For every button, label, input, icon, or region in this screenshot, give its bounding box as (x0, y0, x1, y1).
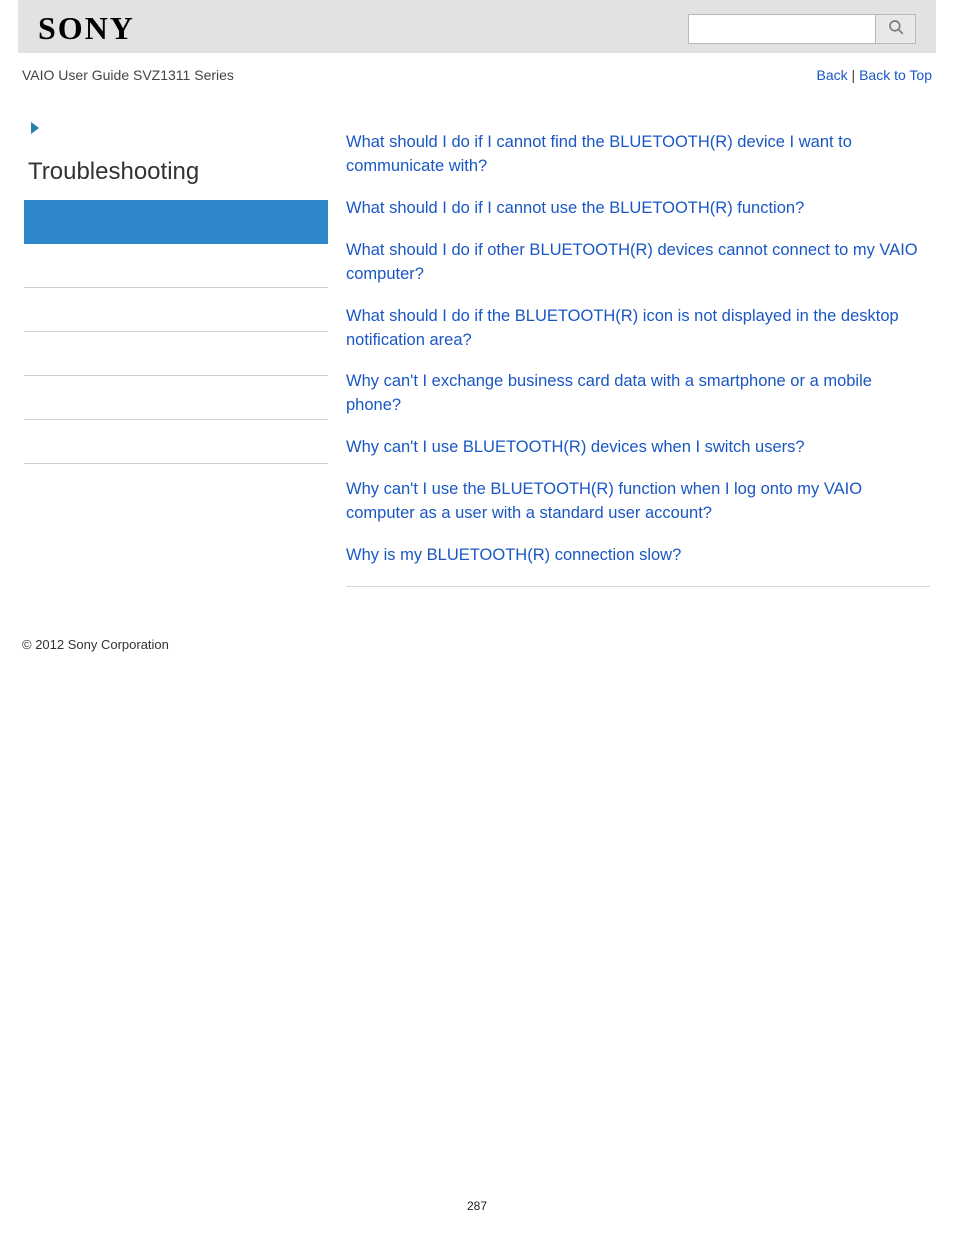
sidebar-item[interactable] (24, 420, 328, 464)
question-item: Why can't I use BLUETOOTH(R) devices whe… (346, 436, 930, 460)
sidebar-item[interactable] (24, 332, 328, 376)
back-to-top-link[interactable]: Back to Top (859, 67, 932, 83)
question-list: What should I do if I cannot find the BL… (346, 131, 930, 568)
question-item: What should I do if other BLUETOOTH(R) d… (346, 239, 930, 287)
breadcrumb-arrow[interactable] (24, 121, 328, 158)
sidebar-item[interactable] (24, 376, 328, 420)
page-root: SONY VAIO User Guide SVZ1311 Series Back… (0, 0, 954, 1235)
sidebar-list (24, 200, 328, 464)
question-link[interactable]: What should I do if I cannot find the BL… (346, 133, 852, 175)
brand-logo: SONY (38, 10, 135, 47)
question-item: What should I do if I cannot use the BLU… (346, 197, 930, 221)
sidebar-item[interactable] (24, 288, 328, 332)
search-button[interactable] (876, 14, 916, 44)
nav-links: Back | Back to Top (817, 67, 932, 83)
content-row: Troubleshooting What should I do if I ca… (0, 91, 954, 587)
question-item: Why can't I exchange business card data … (346, 370, 930, 418)
question-link[interactable]: What should I do if the BLUETOOTH(R) ico… (346, 307, 899, 349)
question-link[interactable]: What should I do if I cannot use the BLU… (346, 199, 804, 217)
sidebar: Troubleshooting (24, 121, 328, 464)
sub-bar: VAIO User Guide SVZ1311 Series Back | Ba… (0, 53, 954, 91)
nav-sep: | (848, 67, 859, 83)
guide-title: VAIO User Guide SVZ1311 Series (22, 67, 234, 83)
search-icon (887, 18, 905, 39)
copyright: © 2012 Sony Corporation (0, 587, 954, 652)
page-number: 287 (0, 1199, 954, 1213)
question-item: Why can't I use the BLUETOOTH(R) functio… (346, 478, 930, 526)
search-input[interactable] (688, 14, 876, 44)
sidebar-title: Troubleshooting (28, 158, 328, 192)
main-content: What should I do if I cannot find the BL… (346, 121, 930, 587)
chevron-right-icon (30, 122, 46, 139)
sidebar-item[interactable] (24, 200, 328, 244)
search-wrap (688, 14, 916, 44)
question-item: Why is my BLUETOOTH(R) connection slow? (346, 544, 930, 568)
question-link[interactable]: Why is my BLUETOOTH(R) connection slow? (346, 546, 681, 564)
question-link[interactable]: Why can't I use the BLUETOOTH(R) functio… (346, 480, 862, 522)
question-item: What should I do if I cannot find the BL… (346, 131, 930, 179)
question-link[interactable]: Why can't I use BLUETOOTH(R) devices whe… (346, 438, 805, 456)
header-bar: SONY (18, 0, 936, 53)
sidebar-item[interactable] (24, 244, 328, 288)
question-item: What should I do if the BLUETOOTH(R) ico… (346, 305, 930, 353)
question-link[interactable]: Why can't I exchange business card data … (346, 372, 872, 414)
content-divider (346, 586, 930, 587)
question-link[interactable]: What should I do if other BLUETOOTH(R) d… (346, 241, 918, 283)
back-link[interactable]: Back (817, 67, 848, 83)
